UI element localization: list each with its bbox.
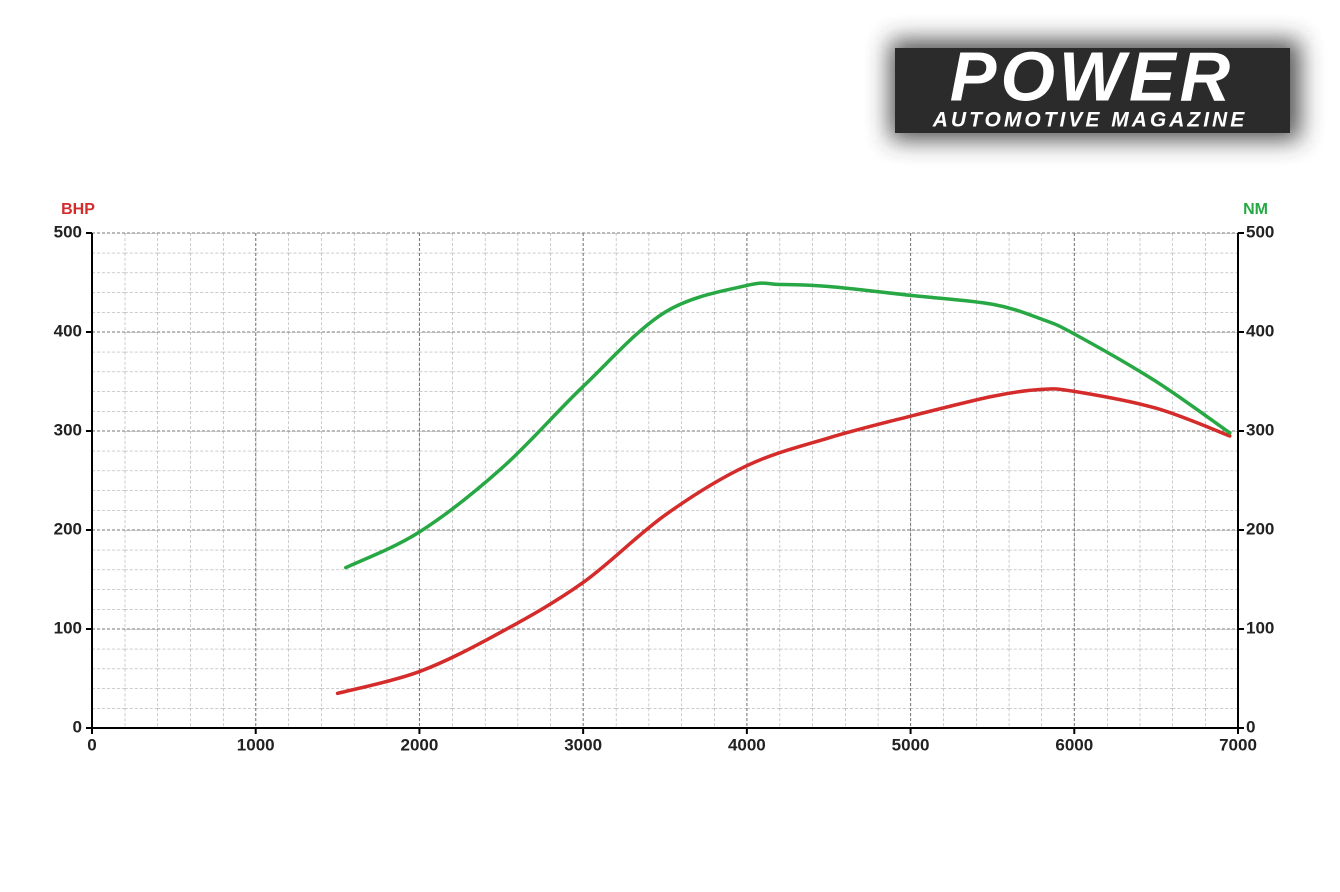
y-tick-label: 100	[54, 618, 82, 637]
x-tick-label: 0	[87, 735, 96, 754]
x-tick-label: 1000	[237, 735, 275, 754]
y-tick-label: 200	[54, 519, 82, 538]
x-tick-label: 2000	[401, 735, 439, 754]
logo-title: POWER	[950, 37, 1234, 115]
line	[344, 281, 1232, 570]
y2-tick-label: 0	[1246, 717, 1255, 736]
y-tick-label: 300	[54, 420, 82, 439]
y-axis-label: BHP	[61, 201, 95, 218]
minor-grid	[92, 233, 1238, 728]
x-tick-label: 5000	[892, 735, 930, 754]
logo-subtitle: AUTOMOTIVE MAGAZINE	[932, 109, 1247, 132]
line	[335, 387, 1232, 696]
logo: POWER AUTOMOTIVE MAGAZINE	[890, 37, 1300, 140]
y2-tick-label: 400	[1246, 321, 1274, 340]
x-tick-label: 6000	[1055, 735, 1093, 754]
x-tick-label: 3000	[564, 735, 602, 754]
y2-tick-label: 100	[1246, 618, 1274, 637]
y-tick-label: 400	[54, 321, 82, 340]
y-tick-label: 500	[54, 222, 82, 241]
y2-axis-label: NM	[1243, 201, 1268, 218]
y2-tick-label: 500	[1246, 222, 1274, 241]
y2-tick-label: 200	[1246, 519, 1274, 538]
y-tick-label: 0	[73, 717, 82, 736]
y2-tick-label: 300	[1246, 420, 1274, 439]
x-tick-label: 7000	[1219, 735, 1257, 754]
x-tick-label: 4000	[728, 735, 766, 754]
